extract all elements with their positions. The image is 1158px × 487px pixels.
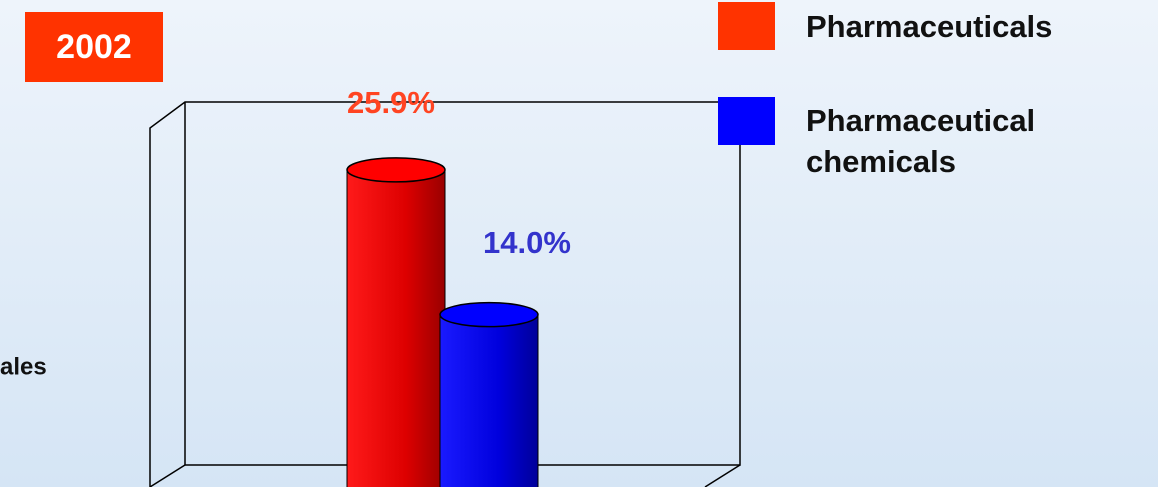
- legend-label: Pharmaceutical chemicals: [806, 103, 1036, 179]
- legend-swatch: [718, 2, 775, 50]
- y-axis-label: ales: [0, 353, 47, 380]
- title-badge: [25, 12, 163, 82]
- bar-top: [439, 301, 539, 328]
- data-label: 25.9%: [347, 85, 435, 120]
- data-label: 14.0%: [483, 225, 571, 260]
- bar: [346, 169, 446, 487]
- bar: [439, 314, 539, 487]
- legend-swatch: [718, 97, 775, 145]
- bar-top: [346, 157, 446, 183]
- legend-label: Pharmaceuticals: [806, 9, 1053, 44]
- chart-title: 2002: [56, 28, 132, 66]
